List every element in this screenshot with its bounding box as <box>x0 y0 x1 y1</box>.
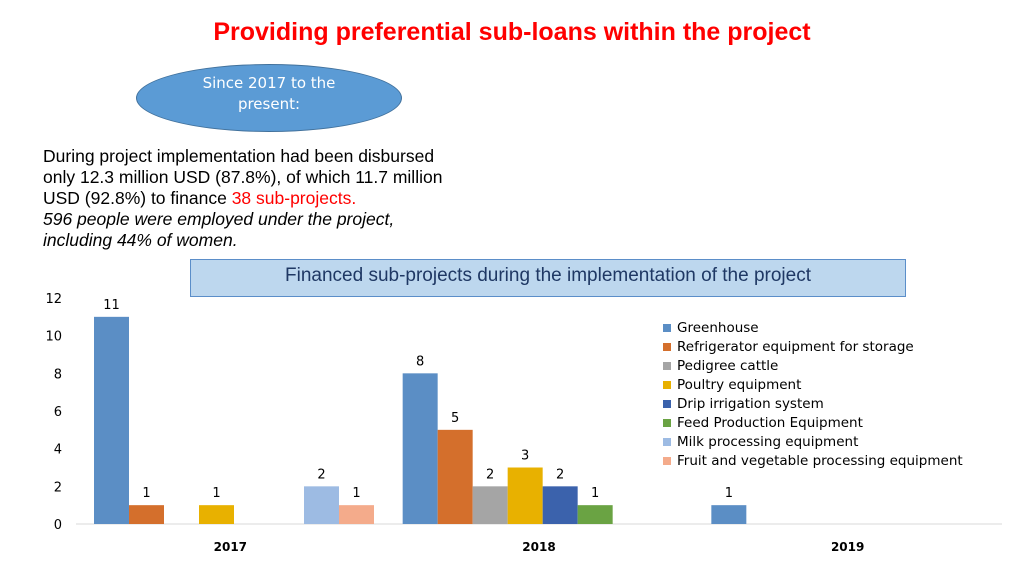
bar-data-label: 2 <box>317 467 325 482</box>
summary-line-2: only 12.3 million USD (87.8%), of which … <box>43 167 443 187</box>
x-tick-label: 2018 <box>522 540 555 554</box>
y-tick-label: 10 <box>45 330 62 345</box>
bar-data-label: 1 <box>725 486 733 501</box>
legend-item: Pedigree cattle <box>663 356 963 375</box>
y-tick-label: 0 <box>54 518 62 533</box>
bar-data-label: 1 <box>142 486 150 501</box>
bar <box>711 505 747 524</box>
bar <box>339 505 374 524</box>
bar <box>94 316 129 524</box>
summary-line-5: including 44% of women. <box>43 230 238 250</box>
legend-item: Fruit and vegetable processing equipment <box>663 451 963 470</box>
bar-data-label: 2 <box>556 467 564 482</box>
summary-line-1: During project implementation had been d… <box>43 146 435 166</box>
x-tick-label: 2017 <box>214 540 247 554</box>
legend-swatch <box>663 342 671 351</box>
legend-swatch <box>663 323 671 332</box>
x-tick-label: 2019 <box>831 540 864 554</box>
chart-legend: Greenhouse Refrigerator equipment for sto… <box>663 318 963 470</box>
bar-data-label: 11 <box>103 298 120 313</box>
y-tick-label: 6 <box>54 405 62 420</box>
sub-projects-highlight: 38 sub-projects. <box>231 188 357 208</box>
bar-data-label: 1 <box>352 486 360 501</box>
legend-label: Feed Production Equipment <box>677 414 863 431</box>
oval-line-2: present: <box>237 95 301 113</box>
legend-swatch <box>663 456 671 465</box>
bar <box>472 486 508 524</box>
bar-data-label: 8 <box>416 354 424 369</box>
legend-item: Feed Production Equipment <box>663 413 963 432</box>
summary-paragraph: During project implementation had been d… <box>43 146 503 251</box>
bar <box>507 467 543 524</box>
y-tick-label: 2 <box>54 480 62 495</box>
chart-title: Financed sub-projects during the impleme… <box>285 265 811 286</box>
date-range-oval <box>136 64 402 132</box>
bar <box>577 505 613 524</box>
summary-line-3: USD (92.8%) to finance 38 sub-projects. <box>43 188 503 209</box>
bar-data-label: 1 <box>212 486 220 501</box>
legend-label: Refrigerator equipment for storage <box>677 338 914 355</box>
legend-item: Poultry equipment <box>663 375 963 394</box>
bar <box>304 486 339 524</box>
summary-line-4: 596 people were employed under the proje… <box>43 209 395 229</box>
legend-item: Refrigerator equipment for storage <box>663 337 963 356</box>
legend-label: Milk processing equipment <box>677 433 859 450</box>
chart-title-box <box>190 259 906 297</box>
bar <box>129 505 164 524</box>
legend-item: Drip irrigation system <box>663 394 963 413</box>
bar <box>199 505 234 524</box>
date-range-text: Since 2017 to the present: <box>136 73 402 115</box>
y-tick-label: 8 <box>54 367 62 382</box>
legend-swatch <box>663 437 671 446</box>
oval-line-1: Since 2017 to the <box>202 74 336 92</box>
legend-swatch <box>663 418 671 427</box>
legend-swatch <box>663 380 671 389</box>
legend-label: Fruit and vegetable processing equipment <box>677 452 963 469</box>
legend-swatch <box>663 361 671 370</box>
bar <box>542 486 578 524</box>
legend-label: Pedigree cattle <box>677 357 779 374</box>
summary-line-3-prefix: USD (92.8%) to finance <box>43 188 232 208</box>
bar-data-label: 5 <box>451 411 459 426</box>
legend-swatch <box>663 399 671 408</box>
y-tick-label: 4 <box>54 443 62 458</box>
y-tick-label: 12 <box>45 292 62 307</box>
page-title: Providing preferential sub-loans within … <box>213 18 811 46</box>
bar <box>437 429 473 524</box>
legend-item: Milk processing equipment <box>663 432 963 451</box>
legend-item: Greenhouse <box>663 318 963 337</box>
bar-data-label: 1 <box>591 486 599 501</box>
bar <box>402 373 438 524</box>
bar-data-label: 2 <box>486 467 494 482</box>
legend-label: Greenhouse <box>677 319 759 336</box>
legend-label: Poultry equipment <box>677 376 802 393</box>
legend-label: Drip irrigation system <box>677 395 824 412</box>
bar-data-label: 3 <box>521 449 529 464</box>
